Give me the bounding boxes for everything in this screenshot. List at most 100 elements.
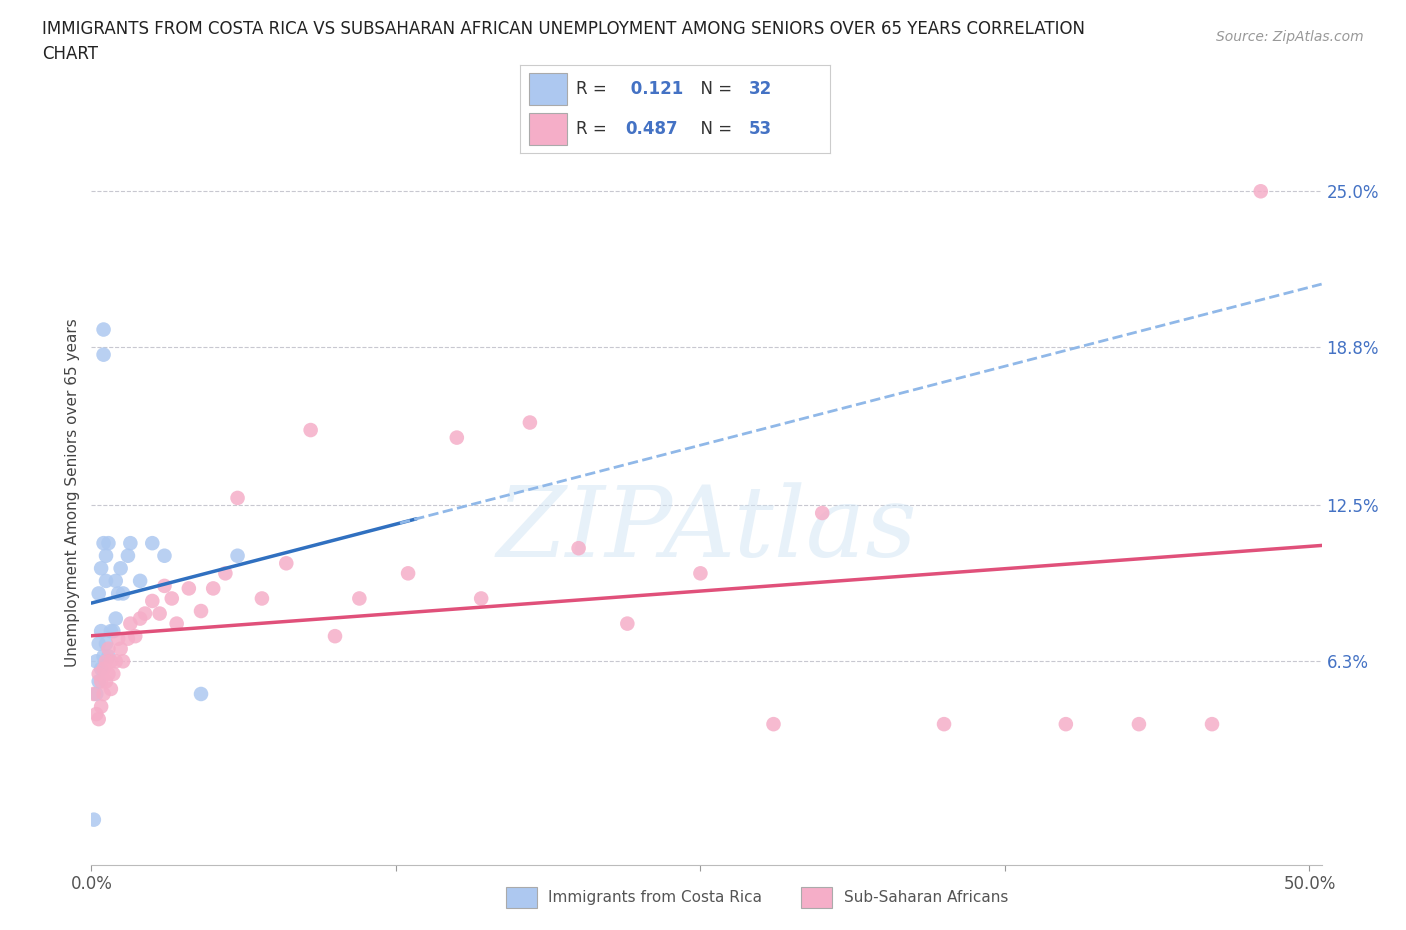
Point — [276, 556, 298, 571]
FancyBboxPatch shape — [530, 73, 567, 105]
Point — [93, 649, 115, 664]
Point — [470, 591, 492, 606]
Point — [519, 415, 541, 430]
Point — [689, 565, 711, 580]
Point — [107, 631, 129, 646]
Point — [160, 591, 183, 606]
Point — [90, 674, 112, 689]
Point — [83, 686, 105, 701]
Point — [134, 606, 156, 621]
Point — [94, 674, 117, 689]
Point — [93, 347, 115, 362]
Text: Sub-Saharan Africans: Sub-Saharan Africans — [844, 890, 1008, 905]
Point — [100, 682, 122, 697]
Text: CHART: CHART — [42, 45, 98, 62]
Point — [94, 654, 117, 669]
Point — [190, 604, 212, 618]
Point — [349, 591, 371, 606]
Point — [226, 549, 249, 564]
Point — [141, 593, 163, 608]
Y-axis label: Unemployment Among Seniors over 65 years: Unemployment Among Seniors over 65 years — [65, 319, 80, 668]
Point — [84, 686, 107, 701]
Point — [1128, 717, 1150, 732]
Text: 0.121: 0.121 — [626, 80, 683, 98]
Text: Immigrants from Costa Rica: Immigrants from Costa Rica — [548, 890, 762, 905]
Point — [97, 667, 120, 682]
Point — [226, 490, 249, 505]
Point — [104, 654, 127, 669]
Point — [932, 717, 955, 732]
Point — [84, 707, 107, 722]
Point — [1250, 184, 1272, 199]
Point — [141, 536, 163, 551]
Point — [94, 549, 117, 564]
Text: IMMIGRANTS FROM COSTA RICA VS SUBSAHARAN AFRICAN UNEMPLOYMENT AMONG SENIORS OVER: IMMIGRANTS FROM COSTA RICA VS SUBSAHARAN… — [42, 20, 1085, 38]
Point — [117, 631, 139, 646]
Text: Source: ZipAtlas.com: Source: ZipAtlas.com — [1216, 30, 1364, 44]
Point — [1054, 717, 1077, 732]
Point — [90, 624, 112, 639]
Point — [100, 654, 122, 669]
Point — [149, 606, 172, 621]
Point — [214, 565, 236, 580]
Point — [166, 617, 188, 631]
Point — [110, 561, 132, 576]
Point — [94, 636, 117, 651]
Point — [87, 667, 110, 682]
Point — [396, 565, 419, 580]
Point — [811, 506, 834, 521]
Point — [124, 629, 146, 644]
Text: ZIPAtlas: ZIPAtlas — [496, 483, 917, 578]
Point — [90, 661, 112, 676]
Point — [93, 686, 115, 701]
Point — [97, 649, 120, 664]
Point — [83, 812, 105, 827]
Point — [117, 549, 139, 564]
Text: 32: 32 — [749, 80, 772, 98]
Point — [762, 717, 785, 732]
Point — [100, 624, 122, 639]
Point — [190, 686, 212, 701]
Point — [87, 674, 110, 689]
Point — [90, 561, 112, 576]
Point — [153, 578, 176, 593]
Point — [177, 581, 200, 596]
Point — [93, 536, 115, 551]
Point — [103, 624, 125, 639]
Text: N =: N = — [690, 120, 738, 138]
Point — [1201, 717, 1223, 732]
Point — [90, 699, 112, 714]
Point — [103, 667, 125, 682]
Point — [87, 586, 110, 601]
Point — [446, 431, 468, 445]
Point — [112, 586, 135, 601]
Point — [299, 422, 322, 437]
Point — [568, 540, 591, 555]
Text: 53: 53 — [749, 120, 772, 138]
Point — [97, 536, 120, 551]
Point — [93, 322, 115, 337]
Text: R =: R = — [576, 120, 612, 138]
FancyBboxPatch shape — [530, 113, 567, 145]
Point — [112, 654, 135, 669]
Point — [110, 642, 132, 657]
Point — [323, 629, 346, 644]
Text: 0.487: 0.487 — [626, 120, 678, 138]
Point — [202, 581, 225, 596]
Point — [120, 617, 142, 631]
Point — [104, 611, 127, 626]
Point — [84, 654, 107, 669]
Point — [250, 591, 273, 606]
Point — [93, 661, 115, 676]
Point — [87, 636, 110, 651]
Point — [87, 711, 110, 726]
Point — [97, 642, 120, 657]
Point — [129, 574, 152, 589]
Point — [616, 617, 638, 631]
Point — [129, 611, 152, 626]
Text: R =: R = — [576, 80, 612, 98]
Point — [153, 549, 176, 564]
Text: N =: N = — [690, 80, 738, 98]
Point — [94, 574, 117, 589]
Point — [107, 586, 129, 601]
